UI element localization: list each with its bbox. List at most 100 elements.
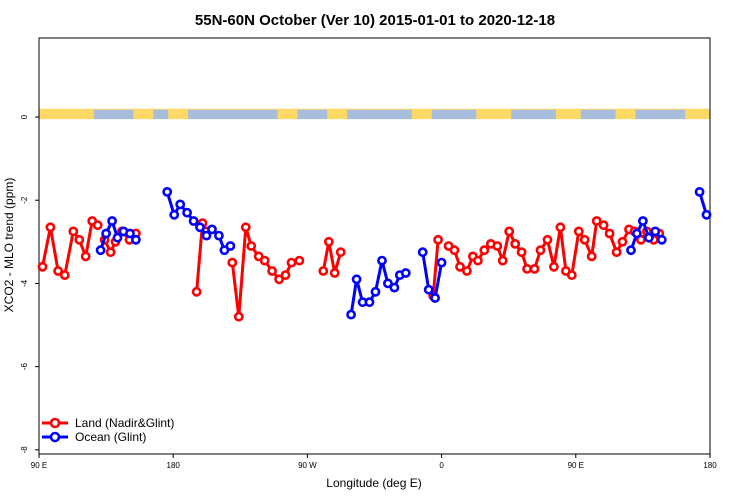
- series-1-point: [175, 199, 186, 210]
- series-1-point: [188, 216, 199, 226]
- series-0-point: [329, 268, 340, 278]
- series-1-point: [364, 297, 375, 308]
- series-0-point: [591, 216, 602, 226]
- series-0-point: [617, 236, 628, 247]
- series-1-point: [370, 286, 381, 297]
- legend-land-label: Land (Nadir&Glint): [75, 416, 174, 430]
- series-1-point: [382, 278, 393, 289]
- series-1-point: [182, 207, 192, 218]
- series-0-point: [542, 234, 553, 245]
- series-0-point: [280, 270, 291, 280]
- strip-ocean-5: [431, 109, 477, 120]
- series-0-point: [516, 247, 527, 258]
- plot-frame: [38, 37, 711, 455]
- strip-ocean-8: [635, 109, 686, 120]
- series-1-point: [701, 209, 712, 220]
- series-1-point: [346, 309, 356, 320]
- series-0-point: [598, 220, 609, 231]
- series-1-point: [162, 186, 173, 197]
- series-0-point: [455, 261, 465, 272]
- series-1-point: [195, 222, 205, 233]
- strip-ocean-0: [93, 109, 134, 120]
- series-0-point: [479, 245, 490, 256]
- series-1-point: [101, 228, 111, 239]
- series-0-point: [555, 222, 566, 233]
- series-0-point: [504, 226, 515, 237]
- series-1-point: [656, 234, 667, 245]
- x-tick-label-4: 90 E: [568, 461, 584, 470]
- series-0-point: [53, 266, 63, 276]
- series-0-point: [549, 261, 559, 272]
- series-1-point: [644, 232, 654, 243]
- series-1-point: [417, 247, 428, 258]
- strip-ocean-6: [511, 109, 556, 120]
- series-0-point: [294, 255, 305, 266]
- series-0-point: [37, 261, 48, 272]
- series-1-point: [351, 274, 362, 285]
- x-tick-label-0: 90 E: [31, 461, 47, 470]
- series-0-point: [472, 255, 483, 266]
- series-0-point: [323, 236, 334, 247]
- y-tick-label-4: -8: [20, 446, 29, 454]
- series-0-point: [259, 255, 270, 266]
- x-tick-label-3: 0: [439, 461, 444, 470]
- legend-item-ocean: Ocean (Glint): [42, 430, 146, 444]
- series-1-point: [169, 209, 180, 220]
- y-axis-label: XCO2 - MLO trend (ppm): [2, 178, 16, 313]
- series-1-point: [225, 241, 236, 251]
- series-0-point: [566, 270, 577, 280]
- strip-ocean-7: [580, 109, 616, 120]
- series-0-point: [335, 247, 346, 258]
- series-0-point: [586, 251, 597, 262]
- series-0-point: [80, 251, 91, 262]
- series-1-point: [130, 234, 141, 245]
- chart-title: 55N-60N October (Ver 10) 2015-01-01 to 2…: [195, 12, 555, 29]
- series-1-point: [201, 230, 212, 241]
- series-0-point: [267, 266, 277, 276]
- y-tick-label-1: -2: [20, 196, 29, 204]
- series-0-point: [604, 228, 615, 239]
- y-tick-label-0: 0: [20, 114, 29, 119]
- series-0-point: [68, 226, 79, 237]
- series-1-point: [207, 224, 217, 235]
- strip-ocean-3: [297, 109, 328, 120]
- series-0-point: [497, 255, 508, 266]
- x-axis-label: Longitude (deg E): [326, 476, 421, 490]
- legend-land-marker: [49, 417, 61, 429]
- series-0-point: [105, 247, 116, 258]
- series-0-point: [529, 263, 540, 274]
- legend-item-land: Land (Nadir&Glint): [42, 416, 174, 430]
- series-1-point: [95, 245, 106, 256]
- series-0-point: [510, 238, 521, 249]
- series-1-point: [377, 255, 387, 266]
- strip-ocean-2: [188, 109, 278, 120]
- series-0-point: [433, 234, 443, 245]
- x-tick-label-1: 180: [167, 461, 181, 470]
- x-tick-label-5: 180: [703, 461, 717, 470]
- series-1-point: [632, 228, 642, 239]
- series-1-line-3: [421, 251, 444, 300]
- series-0-point: [535, 245, 546, 256]
- series-layer: [37, 186, 712, 322]
- series-1-point: [112, 232, 123, 243]
- strip-ocean-1: [153, 109, 169, 120]
- series-0-point: [286, 257, 297, 268]
- series-0-line-4: [321, 240, 343, 275]
- series-1-point: [436, 257, 447, 268]
- series-1-point: [125, 228, 135, 239]
- series-1-point: [423, 284, 434, 295]
- series-0-line-3: [230, 225, 300, 319]
- series-0-point: [191, 286, 202, 297]
- series-0-point: [227, 257, 238, 268]
- legend: Land (Nadir&Glint) Ocean (Glint): [42, 416, 174, 444]
- series-0-point: [45, 222, 56, 233]
- legend-ocean-marker: [49, 431, 61, 443]
- series-1-point: [650, 226, 661, 237]
- series-0-line-5: [431, 239, 440, 297]
- series-0-point: [59, 270, 70, 280]
- series-1-point: [626, 245, 636, 256]
- series-1-point: [107, 216, 117, 226]
- x-tick-label-2: 90 W: [298, 461, 317, 470]
- series-1: [95, 186, 712, 320]
